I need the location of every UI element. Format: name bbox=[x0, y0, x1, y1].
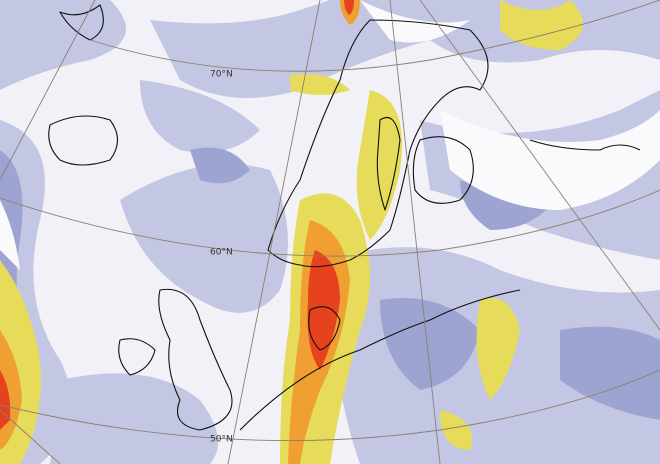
field-contour bbox=[120, 164, 288, 313]
latitude-label: 60°N bbox=[210, 248, 233, 258]
field-contour bbox=[380, 298, 480, 390]
field-contour bbox=[190, 147, 250, 184]
coastline bbox=[308, 306, 341, 351]
latitude-label: 50°N bbox=[210, 435, 233, 445]
graticule-line bbox=[89, 0, 660, 72]
graticule-line bbox=[0, 189, 660, 257]
graticule-line bbox=[0, 409, 61, 464]
coastline bbox=[239, 289, 521, 431]
field-contour bbox=[560, 326, 660, 420]
graticule-line bbox=[389, 0, 441, 464]
field-white bbox=[0, 0, 660, 270]
graticule-line bbox=[227, 0, 321, 464]
graticule-line bbox=[0, 0, 96, 181]
coastline bbox=[529, 139, 641, 151]
field-contour bbox=[440, 410, 472, 450]
field-contour bbox=[0, 370, 11, 430]
field-contour bbox=[360, 0, 470, 43]
field-contour bbox=[460, 180, 560, 230]
coastline bbox=[118, 338, 156, 376]
latitude-label: 70°N bbox=[210, 70, 233, 80]
coastline bbox=[376, 116, 401, 211]
field-contour bbox=[440, 110, 660, 210]
coastline bbox=[412, 136, 474, 204]
coastline bbox=[267, 19, 489, 268]
field-contour bbox=[476, 298, 520, 400]
field-contour bbox=[50, 373, 218, 464]
coastline bbox=[48, 115, 119, 166]
graticule-line bbox=[0, 369, 660, 442]
field-contour bbox=[307, 250, 340, 370]
field-contour bbox=[356, 90, 402, 240]
coastlines bbox=[48, 4, 641, 431]
field-contour bbox=[140, 80, 260, 153]
coastline bbox=[59, 4, 104, 41]
field-red bbox=[0, 0, 354, 430]
graticule-line bbox=[419, 0, 660, 331]
coastline bbox=[158, 288, 233, 431]
field-contour bbox=[0, 0, 126, 90]
field-contour bbox=[344, 0, 354, 15]
field-contour bbox=[500, 0, 583, 50]
field-contour bbox=[0, 200, 20, 270]
